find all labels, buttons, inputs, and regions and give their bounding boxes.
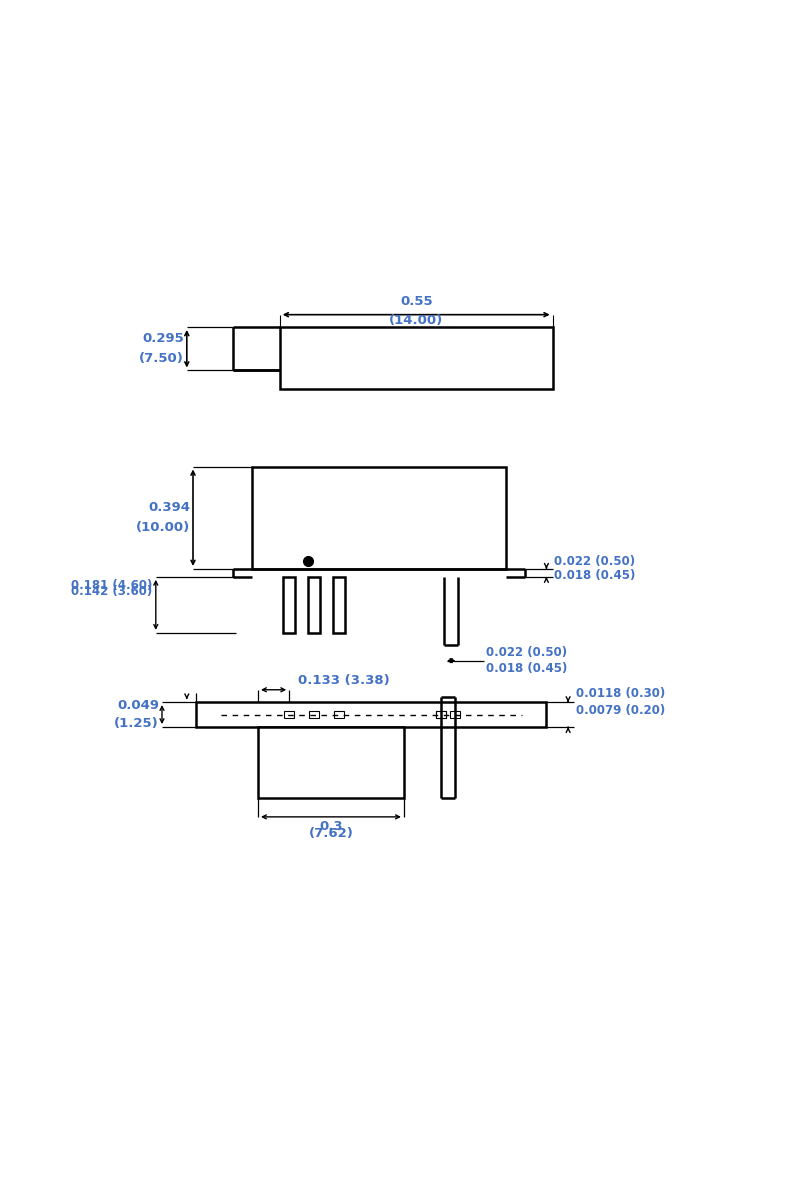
Text: 0.142 (3.60): 0.142 (3.60) (71, 585, 153, 598)
Text: 0.022 (0.50): 0.022 (0.50) (554, 555, 635, 567)
Text: 0.55: 0.55 (400, 295, 433, 308)
Bar (436, 712, 446, 718)
Bar (334, 712, 344, 718)
Text: (1.25): (1.25) (114, 718, 159, 730)
Text: (14.00): (14.00) (389, 314, 443, 327)
Text: 0.3: 0.3 (319, 820, 342, 833)
Bar (280, 327, 553, 389)
Text: 0.0079 (0.20): 0.0079 (0.20) (575, 704, 665, 718)
Bar (308, 577, 320, 633)
Text: 0.022 (0.50): 0.022 (0.50) (486, 646, 566, 659)
Bar (309, 712, 319, 718)
Bar (252, 467, 506, 568)
Text: 0.394: 0.394 (148, 501, 190, 513)
Text: (10.00): (10.00) (136, 522, 190, 535)
Bar (436, 712, 446, 718)
Bar (450, 712, 460, 718)
Text: 0.018 (0.45): 0.018 (0.45) (486, 663, 567, 676)
Bar (333, 577, 345, 633)
Bar (196, 702, 546, 727)
Text: 0.0118 (0.30): 0.0118 (0.30) (575, 687, 665, 700)
Text: (7.50): (7.50) (139, 352, 184, 365)
Text: (7.62): (7.62) (309, 826, 354, 839)
Text: 0.295: 0.295 (142, 332, 184, 345)
Text: 0.181 (4.60): 0.181 (4.60) (71, 579, 153, 592)
Text: 0.133 (3.38): 0.133 (3.38) (298, 673, 390, 687)
Bar (258, 727, 404, 799)
Text: 0.049: 0.049 (117, 700, 159, 712)
Bar (283, 577, 295, 633)
Text: 0.018 (0.45): 0.018 (0.45) (554, 570, 635, 583)
Bar (284, 712, 294, 718)
